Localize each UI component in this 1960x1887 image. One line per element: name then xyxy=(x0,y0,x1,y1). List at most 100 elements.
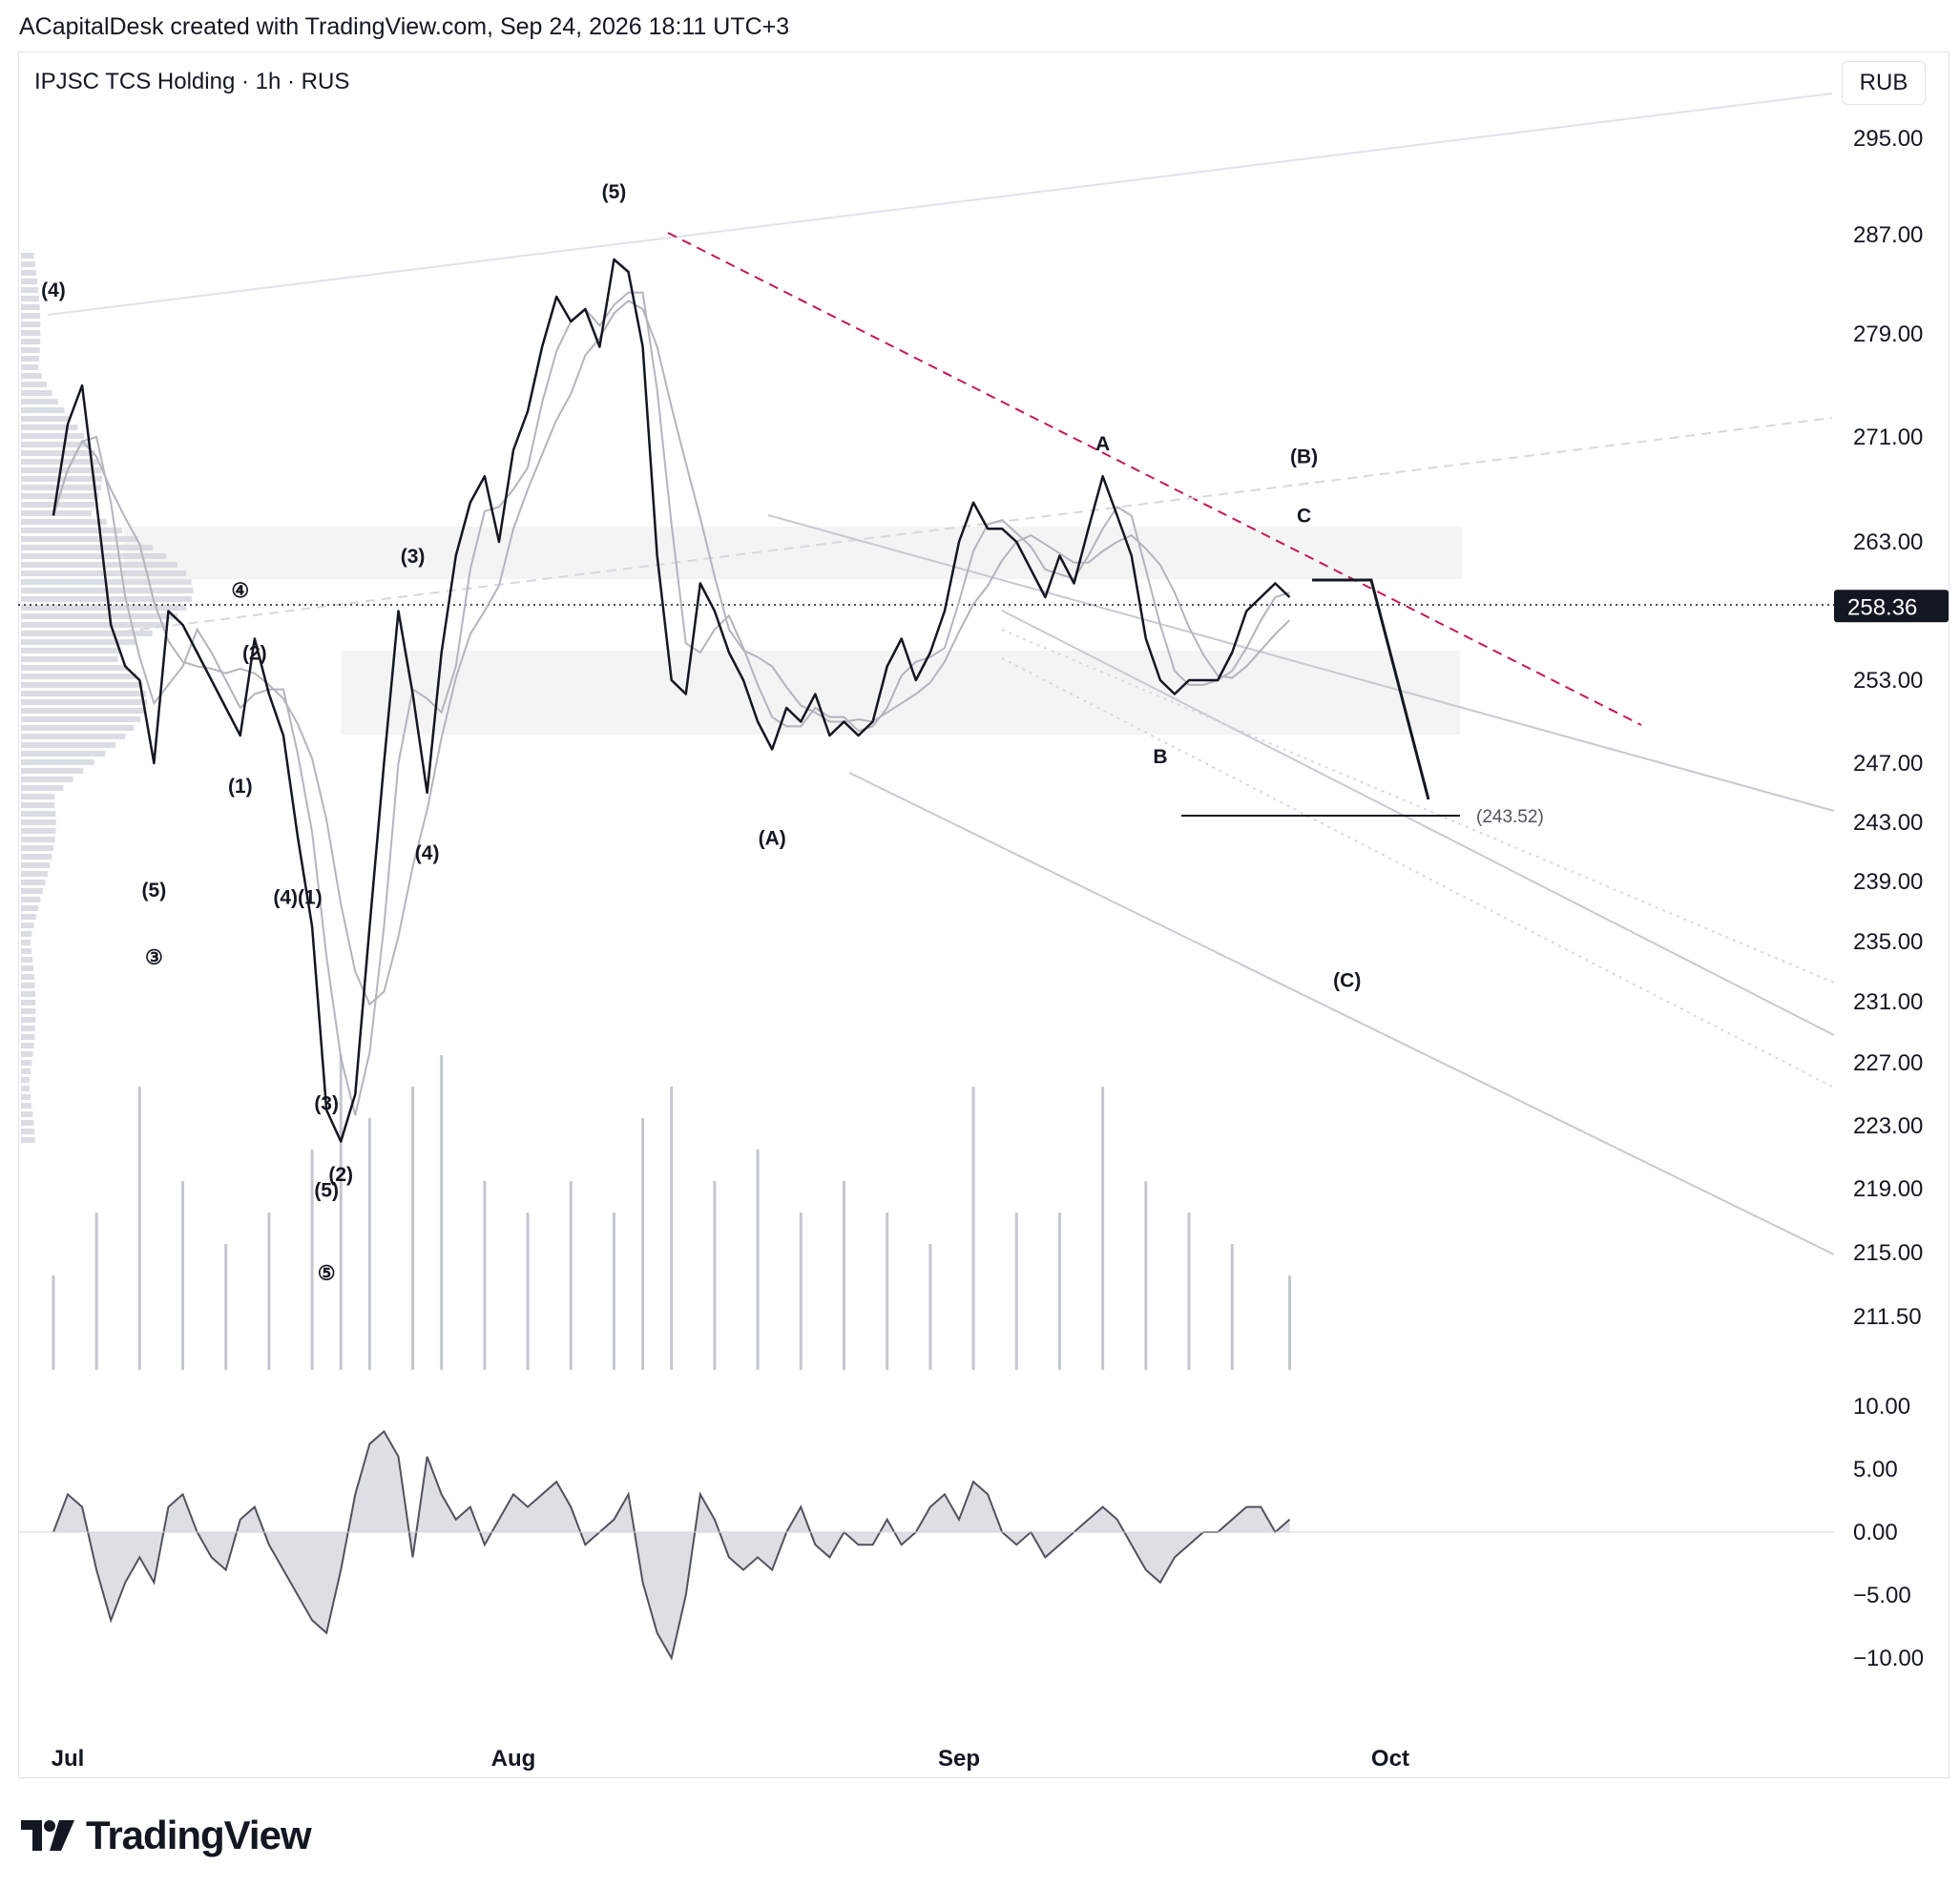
volume-profile-bar xyxy=(21,751,106,757)
wave-label: (3) xyxy=(314,1093,339,1115)
price-axis-tick: 239.00 xyxy=(1853,869,1923,895)
volume-profile-bar xyxy=(21,313,41,319)
volume-profile-bar xyxy=(21,983,35,988)
volume-profile-bar xyxy=(21,802,55,808)
channel-dotted-2 xyxy=(1001,657,1835,1089)
current-price-value: 258.36 xyxy=(1847,594,1917,620)
volume-bar xyxy=(1144,1181,1148,1370)
volume-profile-bar xyxy=(21,1103,32,1109)
volume-profile-bar xyxy=(21,742,116,748)
volume-profile-bar xyxy=(21,888,43,894)
volume-bar xyxy=(1014,1213,1018,1370)
volume-profile-bar xyxy=(21,407,65,413)
oscillator-axis-tick: −5.00 xyxy=(1853,1583,1911,1608)
volume-profile-bar xyxy=(21,837,55,842)
oscillator-axis-tick: −10.00 xyxy=(1853,1646,1924,1671)
volume-bar xyxy=(483,1181,487,1370)
volume-profile-bar xyxy=(21,596,192,602)
tradingview-brand[interactable]: TradingView xyxy=(21,1813,312,1858)
wave-label: (1) xyxy=(228,776,253,798)
volume-profile-bar xyxy=(21,510,92,516)
support-resistance-zones xyxy=(124,527,1462,735)
volume-profile-bar xyxy=(21,545,154,550)
volume-profile-bar xyxy=(21,356,40,362)
wave-label: (4) xyxy=(415,842,440,864)
volume-bar xyxy=(224,1244,228,1370)
target-label: (243.52) xyxy=(1476,807,1544,827)
volume-profile-bar xyxy=(21,674,137,679)
volume-profile-bar xyxy=(21,665,129,671)
price-axis-tick: 223.00 xyxy=(1853,1113,1923,1139)
oscillator-line xyxy=(52,1429,1291,1661)
price-axis-tick: 287.00 xyxy=(1853,222,1923,248)
volume-profile-bar xyxy=(21,914,36,920)
wave-label: (3) xyxy=(401,546,426,568)
volume-profile-bar xyxy=(21,1120,34,1126)
volume-profile-bar xyxy=(21,1060,32,1066)
price-axis-tick: 227.00 xyxy=(1853,1050,1923,1076)
volume-bar xyxy=(928,1244,932,1370)
wave-label: (4)(1) xyxy=(273,887,322,909)
volume-bar xyxy=(310,1150,314,1370)
volume-bar xyxy=(799,1213,803,1370)
volume-profile-bar xyxy=(21,1034,35,1040)
volume-profile-bar xyxy=(21,931,32,937)
volume-profile-bar xyxy=(21,845,54,851)
wave-label: A xyxy=(1095,433,1110,455)
volume-profile-bar xyxy=(21,940,31,945)
volume-profile-bar xyxy=(21,1000,36,1006)
volume-profile-bar xyxy=(21,811,56,817)
price-axis-tick: 235.00 xyxy=(1853,929,1923,955)
volume-profile-bar xyxy=(21,897,41,902)
volume-profile-bar xyxy=(21,476,103,482)
volume-profile-bar xyxy=(21,1129,35,1134)
brand-name: TradingView xyxy=(86,1813,312,1857)
price-axis-tick: 211.50 xyxy=(1853,1304,1922,1330)
currency-button[interactable]: RUB xyxy=(1842,61,1926,105)
volume-profile-bar xyxy=(21,656,118,662)
wave-label: (B) xyxy=(1290,446,1318,468)
volume-bar xyxy=(1187,1213,1191,1370)
volume-bars xyxy=(52,1055,1291,1370)
wave-label: ③ xyxy=(145,947,163,969)
volume-profile-bar xyxy=(21,270,36,276)
symbol-title[interactable]: IPJSC TCS Holding · 1h · RUS xyxy=(34,69,350,94)
volume-profile-bar xyxy=(21,442,91,447)
oscillator-axis-tick: 5.00 xyxy=(1853,1457,1898,1483)
oscillator-axis-tick: 10.00 xyxy=(1853,1394,1910,1420)
volume-profile-bar xyxy=(21,648,121,653)
volume-profile-bar xyxy=(21,1043,34,1048)
volume-profile-bar xyxy=(21,1068,31,1074)
volume-profile-bar xyxy=(21,536,138,542)
price-axis-tick: 243.00 xyxy=(1853,810,1923,836)
volume-profile-bar xyxy=(21,1111,33,1117)
channel-dotted-1 xyxy=(1001,629,1835,984)
volume-bar xyxy=(670,1087,674,1370)
volume-bar xyxy=(842,1181,845,1370)
volume-profile-bar xyxy=(21,279,38,284)
resistance-zone xyxy=(124,527,1462,579)
volume-profile-bar xyxy=(21,382,47,387)
price-axis-tick: 215.00 xyxy=(1853,1240,1923,1266)
volume-profile-bar xyxy=(21,1026,35,1031)
volume-profile-bar xyxy=(21,923,34,928)
volume-profile-bar xyxy=(21,261,35,267)
volume-profile-bar xyxy=(21,691,147,696)
volume-profile-bar xyxy=(21,759,94,765)
wave-label: (5) xyxy=(602,181,627,203)
volume-profile-bar xyxy=(21,304,40,310)
volume-bar xyxy=(267,1213,271,1370)
volume-profile-bar xyxy=(21,991,36,997)
wave-labels: (4)(5)③④(2)(1)(4)(1)(3)(2)(5)⑤(3)(4)(5)(… xyxy=(41,181,1544,1285)
wave-label: C xyxy=(1297,505,1311,527)
wave-label: B xyxy=(1153,746,1167,768)
volume-bar xyxy=(569,1181,573,1370)
time-axis-tick: Aug xyxy=(491,1746,536,1772)
volume-profile-bar xyxy=(21,1094,31,1100)
price-axis-tick: 295.00 xyxy=(1853,126,1923,152)
volume-profile-bar xyxy=(21,433,85,439)
volume-bar xyxy=(1057,1213,1061,1370)
volume-bar xyxy=(526,1213,530,1370)
volume-bar xyxy=(1287,1275,1291,1370)
